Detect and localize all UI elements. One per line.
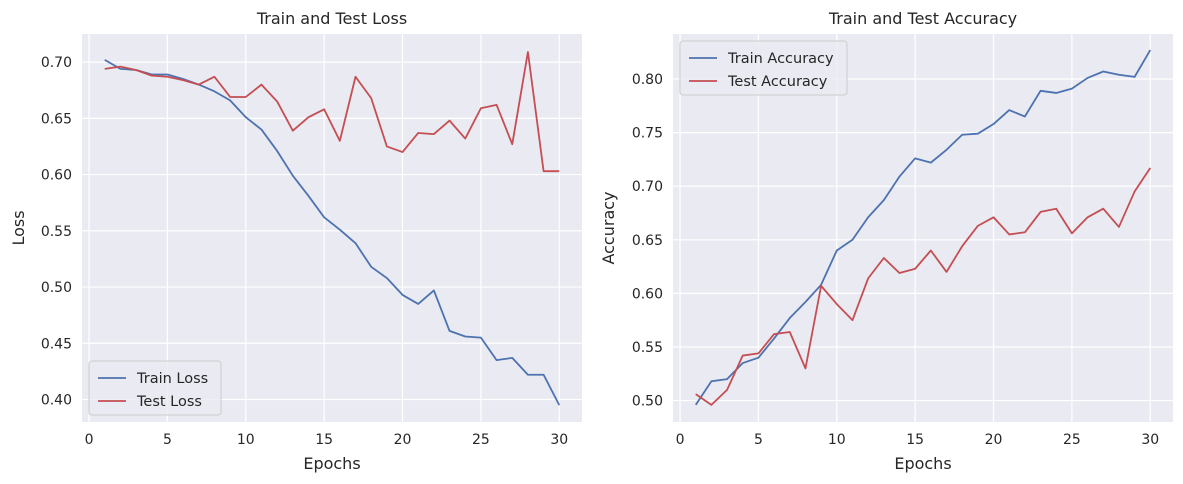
plot-area: [82, 34, 582, 422]
loss-chart: 0 5 10 15 20 25 30 0.40 0.45 0.50 0.55 0.60 0.65 0.70…: [9, 9, 582, 473]
legend-label: Test Accuracy: [727, 74, 828, 90]
x-tick-label: 0: [676, 432, 685, 448]
y-axis-label: Loss: [9, 210, 28, 245]
x-tick-label: 25: [472, 432, 490, 448]
x-tick-label: 20: [394, 432, 412, 448]
x-tick-label: 0: [85, 432, 94, 448]
y-tick-label: 0.50: [632, 394, 663, 410]
accuracy-chart: 0 5 10 15 20 25 30 0.50 0.55 0.60 0.65 0.70 0.75 0.80…: [599, 9, 1173, 473]
y-tick-label: 0.75: [632, 126, 663, 142]
legend-label: Train Accuracy: [727, 51, 834, 67]
series-line-train-accuracy: [694, 49, 1152, 406]
x-tick-label: 10: [828, 432, 846, 448]
y-tick-label: 0.60: [41, 168, 72, 184]
y-tick-label: 0.50: [41, 280, 72, 296]
y-tick-label: 0.70: [41, 55, 72, 71]
y-tick-label: 0.45: [41, 336, 72, 352]
y-tick-label: 0.60: [632, 286, 663, 302]
x-tick-label: 5: [754, 432, 763, 448]
chart-title: Train and Test Accuracy: [828, 9, 1017, 28]
y-tick-label: 0.55: [41, 224, 72, 240]
y-tick-label: 0.55: [632, 340, 663, 356]
y-tick-label: 0.80: [632, 72, 663, 88]
x-tick-label: 30: [1141, 432, 1159, 448]
x-axis-label: Epochs: [894, 454, 951, 473]
x-axis-label: Epochs: [303, 454, 360, 473]
y-axis-label: Accuracy: [599, 191, 618, 264]
y-tick-label: 0.65: [632, 233, 663, 249]
series-line-test-accuracy: [695, 167, 1152, 406]
x-tick-label: 15: [906, 432, 924, 448]
legend-label: Train Loss: [136, 371, 208, 387]
legend: Train Accuracy Test Accuracy: [679, 40, 848, 96]
x-tick-label: 15: [315, 432, 333, 448]
series-line-train-loss: [104, 59, 561, 406]
x-tick-label: 10: [237, 432, 255, 448]
legend-box: [679, 40, 848, 96]
chart-title: Train and Test Loss: [256, 9, 407, 28]
y-tick-label: 0.70: [632, 179, 663, 195]
x-tick-label: 25: [1063, 432, 1081, 448]
legend: Train Loss Test Loss: [88, 360, 222, 416]
y-tick-label: 0.65: [41, 111, 72, 127]
series-line-test-loss: [104, 51, 560, 173]
legend-label: Test Loss: [136, 394, 202, 410]
plot-area: [673, 34, 1173, 422]
x-tick-label: 30: [550, 432, 568, 448]
x-tick-label: 5: [163, 432, 172, 448]
x-tick-label: 20: [985, 432, 1003, 448]
y-tick-label: 0.40: [41, 393, 72, 409]
